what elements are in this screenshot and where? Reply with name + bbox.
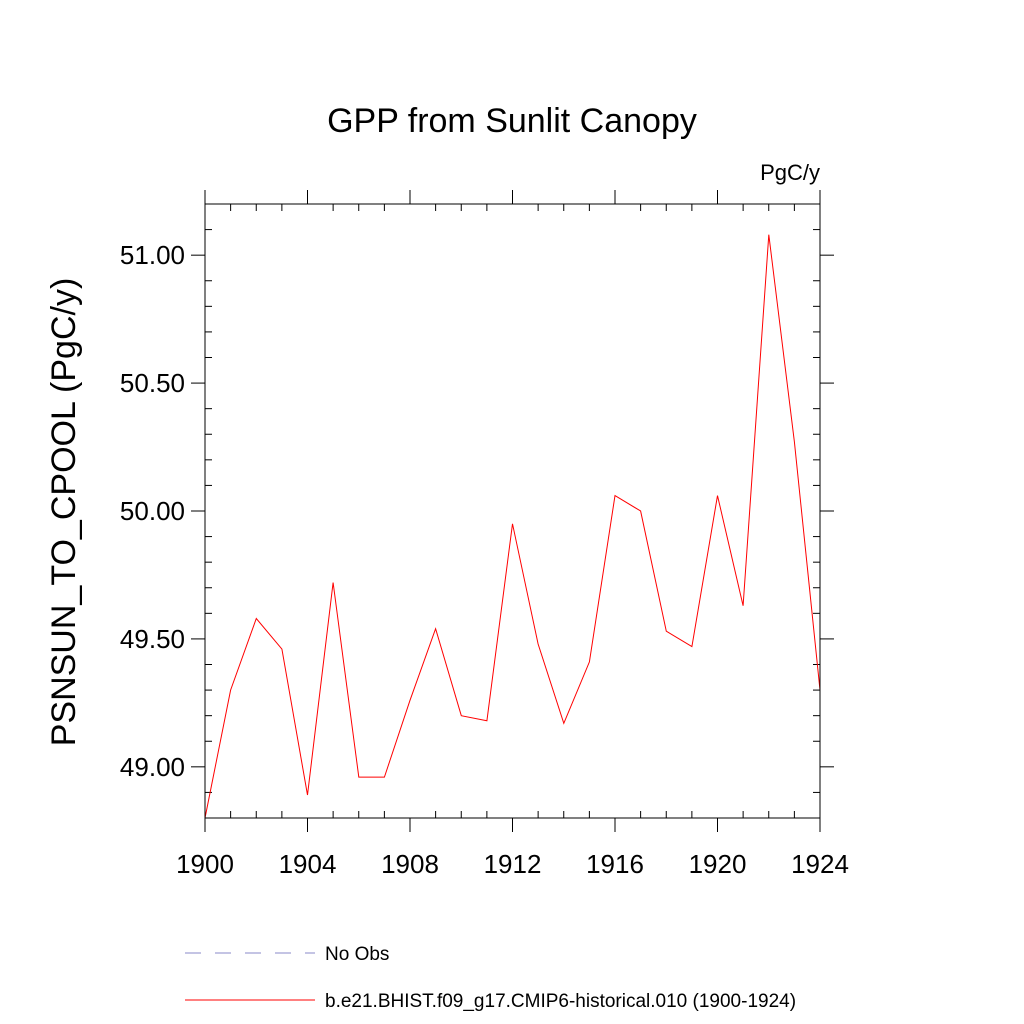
legend-label-model: b.e21.BHIST.f09_g17.CMIP6-historical.010… bbox=[325, 991, 796, 1012]
legend-label-no-obs: No Obs bbox=[325, 944, 389, 965]
tick-labels: 1900 1904 1908 1912 1916 1920 1924 49.00 49.50 50… bbox=[120, 240, 849, 879]
y-tick-label: 50.00 bbox=[120, 496, 185, 526]
plot-frame bbox=[204, 203, 821, 819]
x-tick-label: 1908 bbox=[381, 849, 439, 879]
y-tick-label: 49.00 bbox=[120, 752, 185, 782]
units-label: PgC/y bbox=[760, 160, 820, 185]
legend: No Obs b.e21.BHIST.f09_g17.CMIP6-histori… bbox=[185, 944, 796, 1012]
x-tick-label: 1916 bbox=[586, 849, 644, 879]
x-tick-label: 1904 bbox=[279, 849, 337, 879]
data-series bbox=[204, 234, 821, 819]
x-tick-label: 1912 bbox=[484, 849, 542, 879]
x-tick-label: 1924 bbox=[791, 849, 849, 879]
series-line bbox=[204, 234, 821, 819]
y-tick-label: 49.50 bbox=[120, 624, 185, 654]
chart-title: GPP from Sunlit Canopy bbox=[327, 102, 697, 140]
x-tick-label: 1920 bbox=[689, 849, 747, 879]
y-tick-label: 50.50 bbox=[120, 368, 185, 398]
axis-ticks bbox=[191, 190, 834, 832]
y-tick-label: 51.00 bbox=[120, 240, 185, 270]
x-tick-label: 1900 bbox=[176, 849, 234, 879]
y-axis-label: PSNSUN_TO_CPOOL (PgC/y) bbox=[45, 278, 83, 747]
